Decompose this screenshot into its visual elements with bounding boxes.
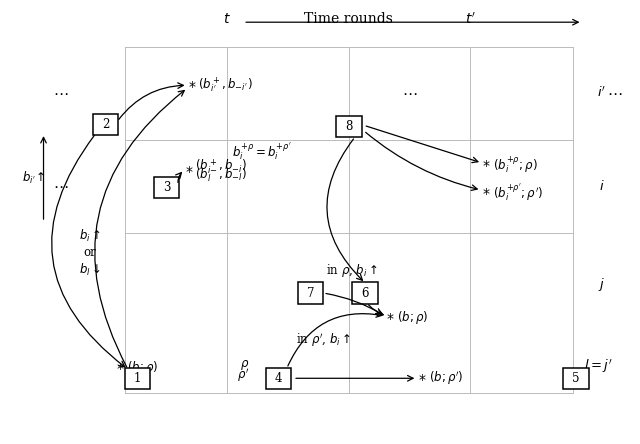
- Text: $(b; \rho)$: $(b; \rho)$: [127, 359, 158, 376]
- Text: 7: 7: [307, 286, 314, 300]
- FancyBboxPatch shape: [298, 282, 323, 304]
- Text: $\rho'$: $\rho'$: [237, 366, 250, 384]
- Text: $\cdots$: $\cdots$: [53, 86, 68, 100]
- Text: $*$: $*$: [418, 371, 427, 385]
- Text: $*$: $*$: [188, 78, 196, 92]
- Text: $*$: $*$: [184, 163, 193, 177]
- Text: $\cdots$: $\cdots$: [402, 86, 417, 100]
- Text: $b^{+\rho}_i = b^{+\rho^\prime}_i$: $b^{+\rho}_i = b^{+\rho^\prime}_i$: [232, 140, 291, 162]
- Text: $t$: $t$: [223, 12, 231, 26]
- Text: $i$: $i$: [599, 179, 604, 194]
- FancyBboxPatch shape: [93, 114, 118, 135]
- Text: in $\rho'$, $b_i\uparrow$: in $\rho'$, $b_i\uparrow$: [296, 332, 351, 349]
- Text: $*$: $*$: [116, 360, 125, 374]
- Text: $\cdots$: $\cdots$: [53, 179, 68, 194]
- Text: $*$: $*$: [482, 157, 491, 171]
- Text: $\rho$: $\rho$: [240, 358, 250, 372]
- Text: $b_{i'}\!\uparrow$: $b_{i'}\!\uparrow$: [22, 170, 44, 186]
- Text: 3: 3: [163, 181, 170, 194]
- Text: $(b; \rho)$: $(b; \rho)$: [397, 309, 428, 326]
- Text: in $\rho$, $b_i\uparrow$: in $\rho$, $b_i\uparrow$: [326, 262, 378, 279]
- Text: 1: 1: [134, 372, 141, 385]
- FancyBboxPatch shape: [266, 368, 291, 389]
- Text: 2: 2: [102, 118, 109, 131]
- FancyBboxPatch shape: [563, 368, 589, 389]
- Text: Time rounds: Time rounds: [305, 12, 393, 26]
- FancyBboxPatch shape: [336, 116, 362, 137]
- Text: $*$: $*$: [482, 185, 491, 199]
- Text: $b_i\uparrow$
or
$b_l\downarrow$: $b_i\uparrow$ or $b_l\downarrow$: [79, 228, 100, 278]
- Text: 4: 4: [275, 372, 282, 385]
- Text: 6: 6: [361, 286, 369, 300]
- Text: $(b^-_l, b_{-l})$: $(b^-_l, b_{-l})$: [195, 166, 247, 184]
- FancyBboxPatch shape: [125, 368, 150, 389]
- Text: $*$: $*$: [386, 310, 395, 325]
- Text: $(b^{+\rho^\prime}_i; \rho^\prime)$: $(b^{+\rho^\prime}_i; \rho^\prime)$: [493, 181, 543, 203]
- Text: $i'$: $i'$: [597, 86, 606, 100]
- Text: $j$: $j$: [598, 276, 605, 293]
- Text: $l = j'$: $l = j'$: [584, 357, 613, 375]
- Text: $\cdots$: $\cdots$: [607, 86, 622, 100]
- Text: $(b^{+\rho}_i; \rho)$: $(b^{+\rho}_i; \rho)$: [493, 154, 538, 175]
- Text: $t'$: $t'$: [465, 12, 476, 27]
- Text: $(b^+_i, b_{-i})$: $(b^+_i, b_{-i})$: [195, 157, 247, 176]
- Text: 8: 8: [345, 120, 353, 133]
- FancyBboxPatch shape: [154, 177, 179, 198]
- FancyBboxPatch shape: [352, 282, 378, 304]
- Text: $(b^+_{i^\prime}, b_{-i^\prime})$: $(b^+_{i^\prime}, b_{-i^\prime})$: [198, 75, 253, 95]
- Text: 5: 5: [572, 372, 580, 385]
- Text: $(b; \rho^\prime)$: $(b; \rho^\prime)$: [429, 369, 463, 387]
